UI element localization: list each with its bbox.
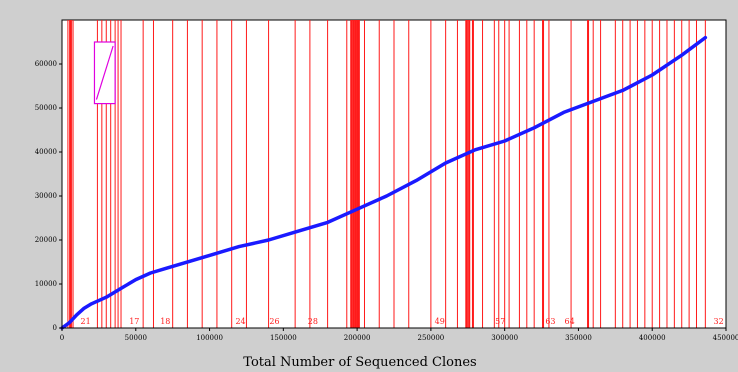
x-tick-label: 250000 [418, 334, 445, 342]
annotation-label: 49 [435, 317, 445, 326]
x-tick-label: 200000 [344, 334, 371, 342]
axes-group [61, 20, 726, 329]
x-tick-label: 150000 [270, 334, 297, 342]
annotation-labels: 21 17 18 24 26 28 49 57 63 64 32 [81, 317, 724, 326]
x-tick-label: 50000 [125, 334, 147, 342]
annotation-label: 17 [129, 317, 139, 326]
annotation-label: 28 [308, 317, 318, 326]
annotation-label: 26 [269, 317, 279, 326]
series-line [60, 35, 708, 330]
inset-diagonal [95, 45, 114, 100]
y-tick-label: 60000 [35, 60, 57, 68]
x-tick-label: 0 [60, 334, 64, 342]
y-tick-label: 50000 [35, 104, 57, 112]
x-tick-label: 400000 [639, 334, 666, 342]
annotation-label: 24 [235, 317, 245, 326]
annotation-label: 32 [714, 317, 724, 326]
annotation-label: 57 [495, 317, 505, 326]
y-ticks: 0 10000 20000 30000 40000 50000 60000 [35, 60, 62, 332]
x-ticks: 0 50000 100000 150000 200000 250000 300000 3500… [60, 328, 738, 342]
x-tick-label: 350000 [565, 334, 592, 342]
y-tick-label: 30000 [35, 192, 57, 200]
x-axis-label: Total Number of Sequenced Clones [243, 355, 476, 370]
annotation-label: 63 [545, 317, 555, 326]
annotation-label: 64 [564, 317, 574, 326]
y-tick-label: 20000 [35, 236, 57, 244]
y-tick-label: 40000 [35, 148, 57, 156]
x-tick-label: 100000 [196, 334, 223, 342]
inset-box [93, 41, 116, 105]
series-group [60, 35, 708, 330]
y-tick-label: 0 [53, 324, 57, 332]
annotation-label: 21 [81, 317, 91, 326]
y-tick-label: 10000 [35, 280, 57, 288]
x-tick-label: 450000 [713, 334, 738, 342]
annotation-label: 18 [160, 317, 170, 326]
x-tick-label: 300000 [491, 334, 518, 342]
